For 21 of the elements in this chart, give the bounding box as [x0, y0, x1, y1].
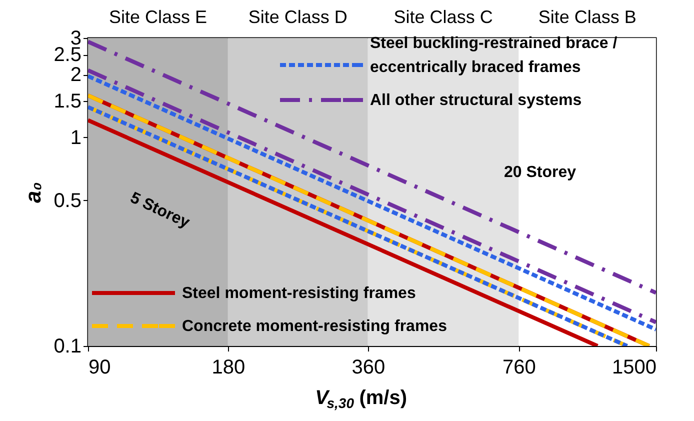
legend-label: Concrete moment-resisting frames [182, 318, 448, 335]
y-tick-label: 1 [70, 126, 82, 149]
x-tick-label: 760 [502, 356, 536, 378]
annotation: 20 Storey [504, 164, 576, 181]
y-tick-label: 2 [70, 64, 82, 86]
band-label: Site Class C [394, 7, 493, 27]
band-label: Site Class D [248, 7, 348, 27]
legend-label: Steel buckling-restrained brace / eccentrically braced frames [370, 35, 618, 76]
legend-label: All other structural systems [370, 92, 582, 109]
band-label: Site Class B [538, 7, 636, 27]
x-tick-label: 1500 [612, 356, 656, 378]
x-tick-label: 360 [352, 356, 386, 378]
y-tick-label: 1.5 [54, 90, 82, 112]
y-tick-label: 2.5 [54, 44, 82, 66]
band-label: Site Class E [108, 7, 207, 27]
x-tick-label: 180 [212, 356, 246, 378]
y-tick-label: 0.1 [54, 336, 82, 358]
y-tick-label: 0.5 [54, 190, 82, 212]
series-label: Steel moment-resisting frames [182, 285, 416, 302]
y-axis-title: a₀ [20, 182, 46, 203]
x-tick-label: 90 [88, 356, 111, 378]
